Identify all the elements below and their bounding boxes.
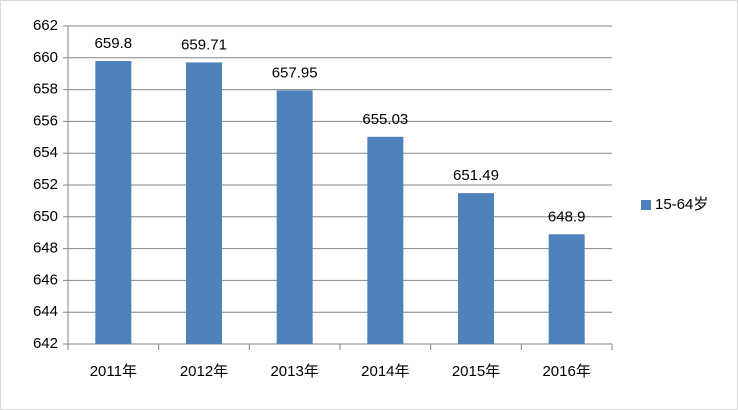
value-label: 655.03 bbox=[362, 111, 408, 128]
value-label: 651.49 bbox=[453, 167, 499, 184]
y-tick-label: 642 bbox=[33, 335, 58, 352]
y-tick-label: 652 bbox=[33, 176, 58, 193]
value-label: 659.8 bbox=[95, 35, 133, 52]
legend-label: 15-64岁 bbox=[655, 196, 708, 213]
y-tick-label: 658 bbox=[33, 81, 58, 98]
bar bbox=[367, 136, 404, 344]
value-label: 657.95 bbox=[272, 64, 318, 81]
y-tick-label: 662 bbox=[33, 17, 58, 34]
x-tick-label: 2013年 bbox=[270, 363, 318, 380]
bar bbox=[95, 60, 132, 344]
y-tick-label: 656 bbox=[33, 112, 58, 129]
legend-swatch bbox=[641, 200, 651, 210]
bar bbox=[186, 62, 222, 344]
y-tick-label: 646 bbox=[33, 271, 58, 288]
x-tick-label: 2015年 bbox=[452, 363, 500, 380]
x-tick-label: 2012年 bbox=[180, 363, 228, 380]
bar bbox=[548, 234, 585, 344]
bar bbox=[276, 90, 313, 345]
bar bbox=[458, 193, 494, 344]
x-tick-label: 2011年 bbox=[90, 363, 137, 380]
x-tick-label: 2014年 bbox=[361, 363, 409, 380]
y-tick-label: 654 bbox=[33, 144, 58, 161]
y-tick-label: 660 bbox=[33, 49, 58, 66]
y-tick-label: 648 bbox=[33, 240, 58, 257]
y-tick-label: 650 bbox=[33, 208, 58, 225]
value-label: 648.9 bbox=[548, 208, 586, 225]
x-tick-label: 2016年 bbox=[542, 363, 590, 380]
y-tick-label: 644 bbox=[33, 303, 58, 320]
value-label: 659.71 bbox=[181, 36, 227, 53]
